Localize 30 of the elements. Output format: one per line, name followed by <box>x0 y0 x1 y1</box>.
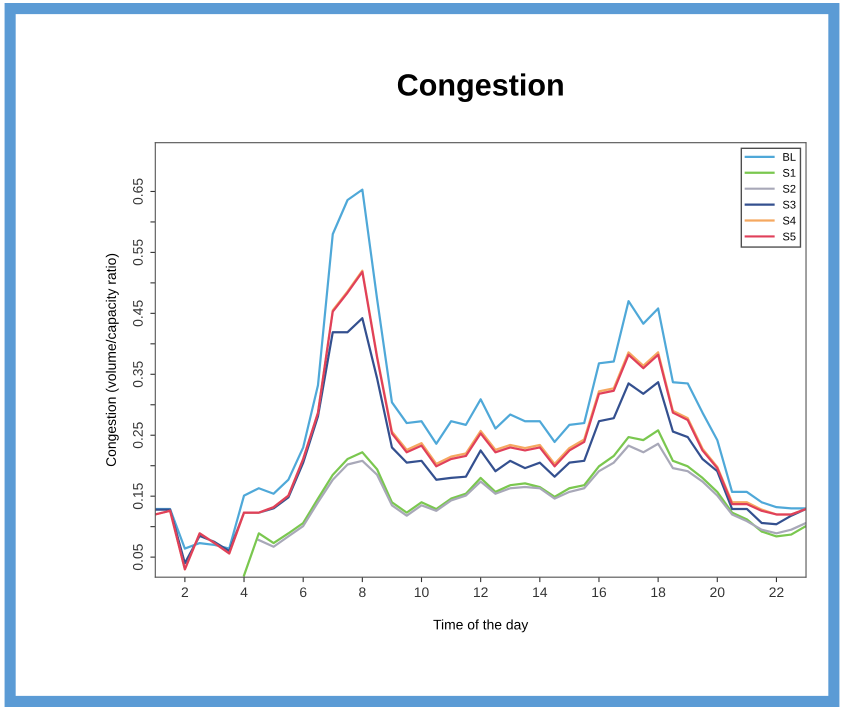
x-tick-label: 10 <box>414 587 429 598</box>
x-tick-label: 12 <box>474 587 488 598</box>
y-tick-label: 0.25 <box>132 422 143 448</box>
x-tick-label: 20 <box>710 587 724 598</box>
legend-label: S5 <box>782 232 796 240</box>
legend-label: S4 <box>782 216 796 225</box>
y-tick-label: 0.55 <box>132 239 143 266</box>
x-tick-label: 14 <box>533 587 548 598</box>
y-tick-label: 0.35 <box>132 361 143 388</box>
x-tick-label: 6 <box>300 587 306 598</box>
legend-label: S1 <box>782 168 796 177</box>
line-series <box>258 442 806 548</box>
y-tick-label: 0.45 <box>132 300 143 326</box>
x-tick-label: 4 <box>240 587 248 598</box>
chart-title: Congestion <box>398 73 563 102</box>
y-tick-label: 0.15 <box>132 483 143 510</box>
y-axis-title: Congestion (volume/capacity ratio) <box>106 254 119 466</box>
legend-label: S2 <box>782 184 796 193</box>
legend-label: BL <box>783 153 796 161</box>
legend-label: S3 <box>782 200 796 209</box>
x-tick-label: 8 <box>359 587 366 598</box>
y-tick-label: 0.05 <box>132 544 143 570</box>
x-tick-label: 22 <box>769 587 784 598</box>
line-series <box>242 429 806 577</box>
x-axis-title: Time of the day <box>433 619 528 632</box>
line-series <box>155 317 806 564</box>
y-tick-label: 0.65 <box>132 178 143 204</box>
x-tick-label: 18 <box>651 587 666 598</box>
x-tick-label: 16 <box>592 587 606 598</box>
x-tick-label: 2 <box>182 587 188 598</box>
